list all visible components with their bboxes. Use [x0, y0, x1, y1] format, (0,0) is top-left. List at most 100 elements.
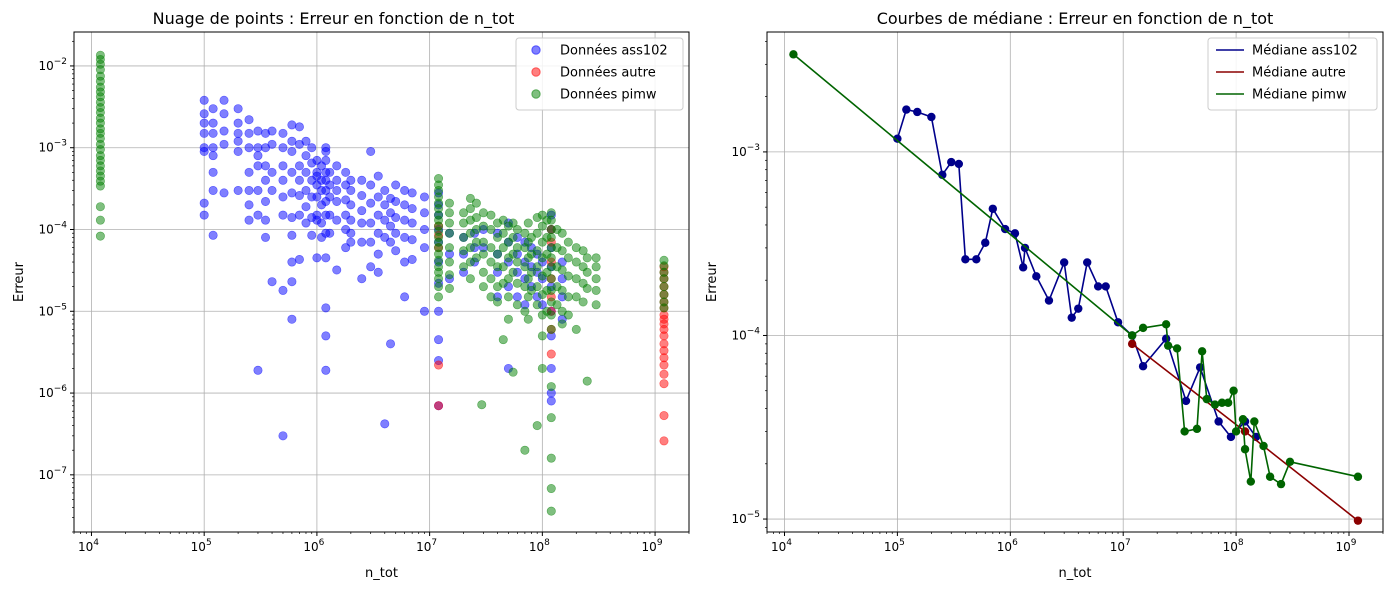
point-donnees-ass102 — [267, 277, 277, 287]
point-donnees-ass102 — [341, 243, 351, 253]
point-donnees-ass102 — [380, 185, 390, 195]
point-donnees-pimw — [444, 283, 454, 293]
point-donnees-ass102 — [434, 306, 444, 316]
marker-mediane-pimw — [1163, 341, 1173, 350]
point-donnees-pimw — [478, 208, 488, 218]
point-donnees-ass102 — [419, 224, 429, 234]
point-donnees-ass102 — [321, 331, 331, 341]
point-donnees-ass102 — [357, 191, 367, 201]
point-donnees-pimw — [557, 265, 567, 275]
marker-mediane-pimw — [1138, 323, 1148, 333]
point-donnees-pimw — [571, 324, 581, 334]
marker-mediane-pimw — [1265, 472, 1275, 481]
y-axis-label: Erreur — [705, 261, 720, 302]
point-donnees-ass102 — [208, 143, 218, 153]
marker-mediane-pimw — [1223, 398, 1233, 407]
x-axis-label: n_tot — [1059, 566, 1092, 581]
point-donnees-ass102 — [346, 228, 356, 238]
point-donnees-pimw — [512, 224, 522, 234]
point-donnees-ass102 — [407, 218, 417, 228]
marker-mediane-ass102 — [1113, 318, 1123, 327]
point-donnees-autre — [434, 360, 444, 370]
point-donnees-ass102 — [332, 215, 342, 225]
point-donnees-pimw — [434, 292, 444, 302]
marker-mediane-ass102 — [1226, 432, 1236, 442]
point-donnees-ass102 — [332, 185, 342, 195]
point-donnees-ass102 — [287, 188, 297, 198]
marker-mediane-pimw — [1180, 427, 1189, 436]
legend-label-donnees-pimw: Données pimw — [560, 88, 657, 103]
point-donnees-ass102 — [253, 210, 263, 220]
point-donnees-pimw — [478, 267, 488, 277]
point-donnees-pimw — [523, 218, 533, 228]
y-tick-label: 10−5 — [38, 302, 67, 318]
point-donnees-pimw — [591, 253, 601, 263]
point-donnees-ass102 — [407, 188, 417, 198]
point-donnees-ass102 — [278, 161, 288, 171]
point-donnees-pimw — [459, 208, 469, 218]
point-donnees-pimw — [582, 376, 592, 386]
point-donnees-ass102 — [261, 215, 271, 225]
point-donnees-pimw — [537, 221, 547, 231]
marker-mediane-ass102 — [1032, 272, 1041, 281]
point-donnees-pimw — [444, 257, 454, 267]
x-tick-label: 107 — [416, 538, 437, 554]
point-donnees-pimw — [520, 228, 530, 238]
point-donnees-pimw — [520, 306, 530, 316]
point-donnees-pimw — [537, 331, 547, 341]
point-donnees-pimw — [498, 335, 508, 345]
point-donnees-ass102 — [287, 213, 297, 223]
point-donnees-ass102 — [208, 128, 218, 138]
point-donnees-ass102 — [366, 180, 376, 190]
point-donnees-ass102 — [244, 167, 254, 177]
point-donnees-pimw — [546, 484, 556, 494]
marker-mediane-pimw — [1172, 344, 1182, 353]
marker-mediane-ass102 — [961, 255, 970, 264]
point-donnees-pimw — [552, 300, 562, 310]
point-donnees-pimw — [508, 249, 518, 259]
point-donnees-pimw — [571, 292, 581, 302]
point-donnees-ass102 — [332, 265, 342, 275]
point-donnees-ass102 — [278, 431, 288, 441]
point-donnees-pimw — [591, 274, 601, 284]
point-donnees-pimw — [591, 300, 601, 310]
point-donnees-pimw — [571, 257, 581, 267]
point-donnees-ass102 — [391, 180, 401, 190]
point-donnees-ass102 — [294, 210, 304, 220]
point-donnees-autre — [659, 436, 669, 446]
point-donnees-ass102 — [219, 139, 229, 149]
point-donnees-ass102 — [287, 230, 297, 240]
marker-mediane-pimw — [1240, 445, 1250, 454]
point-donnees-pimw — [444, 270, 454, 280]
point-donnees-ass102 — [373, 192, 383, 202]
legend-label-mediane-autre: Médiane autre — [1252, 66, 1346, 81]
point-donnees-ass102 — [301, 136, 311, 146]
point-donnees-ass102 — [357, 218, 367, 228]
point-donnees-pimw — [486, 274, 496, 284]
point-donnees-ass102 — [199, 146, 209, 156]
point-donnees-pimw — [578, 246, 588, 256]
point-donnees-pimw — [659, 303, 669, 313]
point-donnees-pimw — [563, 253, 573, 263]
marker-mediane-ass102 — [1093, 282, 1103, 291]
x-tick-label: 105 — [884, 538, 905, 554]
point-donnees-pimw — [520, 262, 530, 272]
point-donnees-ass102 — [400, 185, 410, 195]
marker-mediane-pimw — [1238, 414, 1248, 424]
x-tick-label: 108 — [529, 538, 550, 554]
point-donnees-pimw — [546, 310, 556, 320]
point-donnees-ass102 — [267, 185, 277, 195]
point-donnees-pimw — [465, 274, 475, 284]
marker-mediane-pimw — [1202, 394, 1211, 404]
point-donnees-ass102 — [380, 200, 390, 210]
point-donnees-ass102 — [208, 230, 218, 240]
point-donnees-ass102 — [199, 95, 209, 105]
point-donnees-pimw — [557, 228, 567, 238]
point-donnees-pimw — [444, 198, 454, 208]
point-donnees-ass102 — [346, 175, 356, 185]
marker-mediane-ass102 — [1138, 362, 1148, 371]
point-donnees-pimw — [546, 274, 556, 284]
point-donnees-ass102 — [278, 128, 288, 138]
point-donnees-pimw — [471, 198, 481, 208]
